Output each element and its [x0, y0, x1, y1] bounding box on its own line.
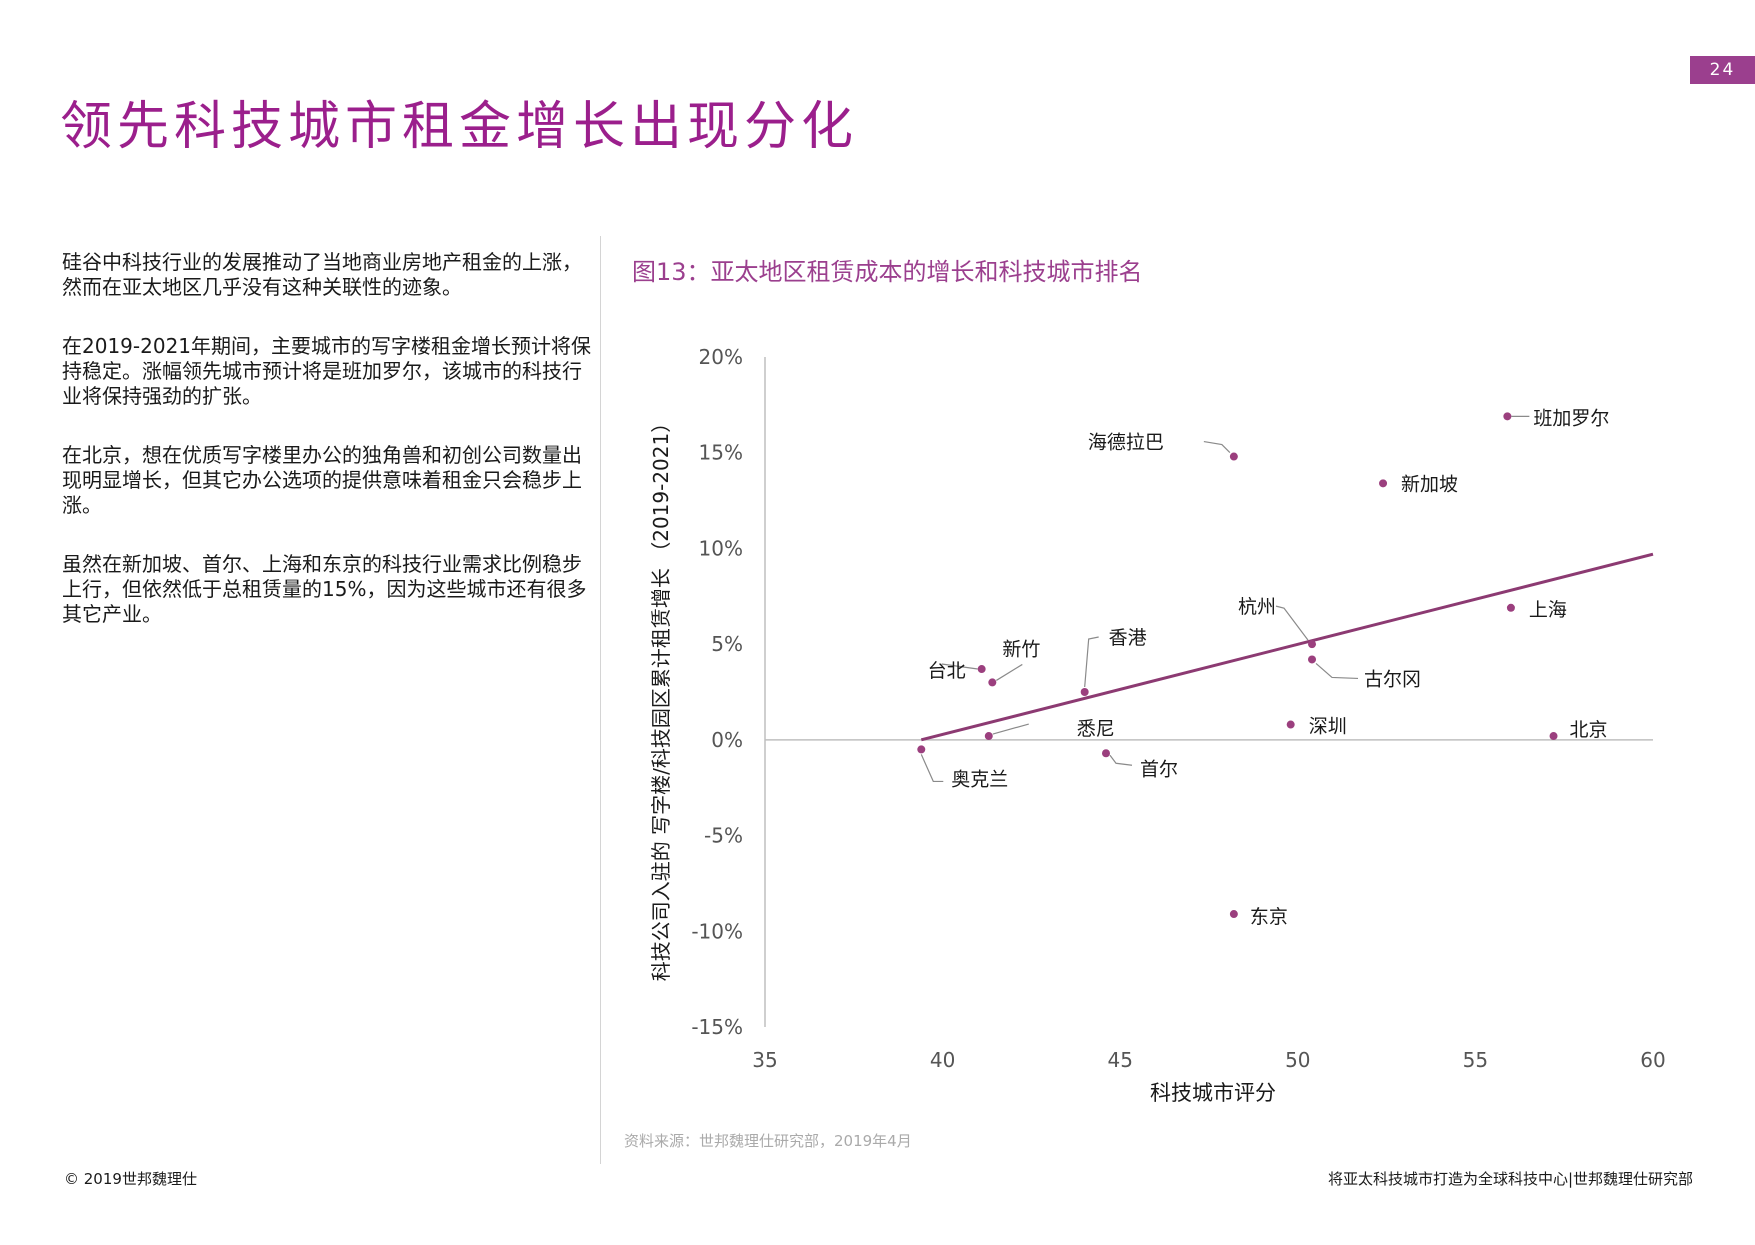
point-label: 深圳 [1309, 716, 1347, 738]
label-leader-line [996, 663, 1023, 681]
page-title: 领先科技城市租金增长出现分化 [60, 97, 859, 157]
x-tick-label: 45 [1107, 1048, 1132, 1072]
trend-line [920, 552, 1654, 742]
point-label: 新竹 [1002, 638, 1040, 660]
y-tick-label: -5% [704, 824, 743, 848]
point-label: 首尔 [1140, 758, 1178, 780]
scatter-chart: 20% 15% 10% 5% 0% -5% -10% -15% 35 40 45 50 55 60 科技城市… [649, 345, 1666, 1105]
point-label: 新加坡 [1401, 473, 1458, 495]
y-tick-label: 10% [699, 536, 743, 560]
paragraph: 在北京，想在优质写字楼里办公的独角兽和初创公司数量出现明显增长，但其它办公选项的… [62, 443, 582, 517]
x-tick-label: 55 [1463, 1048, 1488, 1072]
data-point [1286, 720, 1295, 729]
x-tick-label: 40 [930, 1048, 955, 1072]
label-leader-line [992, 723, 1029, 735]
source-note: 资料来源：世邦魏理仕研究部，2019年4月 [624, 1132, 912, 1150]
y-tick-label: 5% [711, 632, 743, 656]
label-leader-line [1109, 754, 1133, 766]
data-point [1101, 749, 1110, 758]
paragraph: 硅谷中科技行业的发展推动了当地商业房地产租金的上涨，然而在亚太地区几乎没有这种关… [62, 250, 582, 299]
y-tick-label: -10% [691, 919, 743, 943]
figure-title: 图13：亚太地区租赁成本的增长和科技城市排名 [632, 258, 1143, 286]
x-tick-label: 60 [1640, 1048, 1665, 1072]
point-label: 香港 [1109, 627, 1147, 649]
point-label: 古尔冈 [1364, 668, 1421, 690]
label-leader-line [941, 663, 978, 670]
data-point [977, 665, 986, 674]
point-label: 东京 [1250, 906, 1288, 928]
data-point [1379, 479, 1388, 488]
point-label: 杭州 [1238, 596, 1276, 618]
label-leader-line [1275, 605, 1309, 641]
data-point [1080, 688, 1089, 696]
data-point [984, 732, 993, 741]
label-leader-line [920, 754, 944, 783]
label-leader-line [1315, 663, 1359, 680]
column-divider [600, 236, 601, 1164]
data-point [917, 745, 926, 754]
y-tick-label: 20% [699, 345, 743, 369]
y-tick-label: 15% [699, 441, 743, 465]
data-point [1308, 655, 1317, 664]
data-point [1229, 910, 1238, 919]
y-tick-label: -15% [691, 1015, 743, 1039]
point-label: 奥克兰 [951, 768, 1008, 790]
paragraph: 虽然在新加坡、首尔、上海和东京的科技行业需求比例稳步上行，但依然低于总租赁量的1… [62, 552, 587, 626]
page-number: 24 [1690, 56, 1755, 84]
paragraph: 在2019-2021年期间，主要城市的写字楼租金增长预计将保持稳定。涨幅领先城市… [62, 334, 592, 408]
point-label: 悉尼 [1077, 718, 1115, 740]
label-leader-line [1203, 440, 1231, 453]
data-point [1549, 732, 1558, 741]
point-label: 北京 [1570, 719, 1608, 741]
data-point [1506, 603, 1515, 612]
point-label: 台北 [928, 660, 966, 682]
data-point [1503, 412, 1512, 421]
data-point [1229, 452, 1238, 461]
point-label: 班加罗尔 [1533, 407, 1609, 429]
x-tick-label: 35 [752, 1048, 777, 1072]
y-tick-label: 0% [711, 728, 743, 752]
data-point [988, 678, 997, 687]
point-label: 海德拉巴 [1088, 432, 1164, 454]
x-axis-label: 科技城市评分 [1150, 1081, 1276, 1105]
label-leader-line [1084, 636, 1099, 688]
footer-report-title: 将亚太科技城市打造为全球科技中心|世邦魏理仕研究部 [1327, 1170, 1693, 1188]
y-axis-label: 科技公司入驻的 写字楼/科技园区累计租赁增长 （2019-2021） [649, 413, 673, 981]
x-tick-label: 50 [1285, 1048, 1310, 1072]
data-point [1308, 640, 1317, 649]
point-label: 上海 [1529, 599, 1567, 621]
body-text: 硅谷中科技行业的发展推动了当地商业房地产租金的上涨，然而在亚太地区几乎没有这种关… [62, 250, 592, 661]
footer-copyright: © 2019世邦魏理仕 [64, 1170, 197, 1188]
